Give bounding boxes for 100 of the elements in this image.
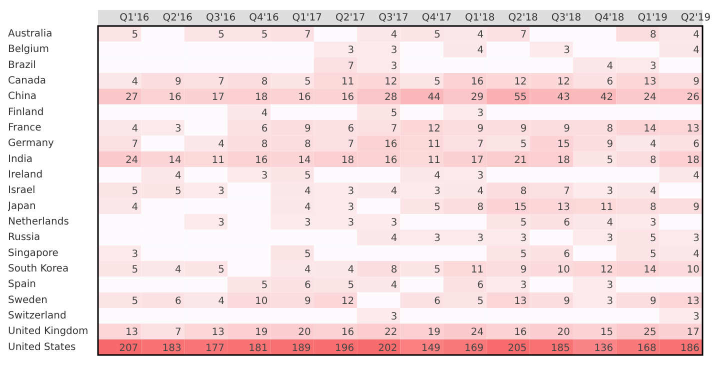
data-label: 8 xyxy=(520,186,527,198)
data-label: 4 xyxy=(477,186,484,198)
y-tick-label: Spain xyxy=(8,279,36,290)
data-label: 7 xyxy=(132,139,138,150)
data-label: 5 xyxy=(520,139,527,150)
data-label: 9 xyxy=(174,76,182,88)
data-label: 189 xyxy=(292,342,311,354)
x-tick-label: Q1'16 xyxy=(120,12,150,24)
data-label: 3 xyxy=(390,217,398,228)
data-label: 4 xyxy=(434,170,440,182)
data-label: 24 xyxy=(644,92,656,104)
data-label: 3 xyxy=(606,280,614,292)
data-label: 3 xyxy=(650,60,656,72)
data-label: 5 xyxy=(304,76,311,88)
data-label: 4 xyxy=(304,264,311,276)
data-label: 11 xyxy=(428,139,440,150)
data-label: 3 xyxy=(390,45,398,56)
data-label: 3 xyxy=(348,217,354,228)
data-label: 5 xyxy=(261,29,268,40)
data-label: 5 xyxy=(132,29,138,40)
data-label: 6 xyxy=(564,217,570,228)
data-label: 16 xyxy=(341,92,354,104)
data-label: 16 xyxy=(254,154,268,166)
data-label: 5 xyxy=(218,29,225,40)
data-label: 24 xyxy=(125,154,138,166)
y-tick-label: Germany xyxy=(8,138,54,150)
data-label: 18 xyxy=(686,154,700,166)
data-label: 4 xyxy=(304,186,311,198)
data-label: 7 xyxy=(520,29,527,40)
data-label: 3 xyxy=(261,170,268,182)
data-label: 205 xyxy=(508,342,527,354)
data-label: 9 xyxy=(304,296,311,307)
data-label: 16 xyxy=(470,76,484,88)
data-label: 14 xyxy=(168,154,182,166)
data-label: 22 xyxy=(384,327,398,338)
data-label: 5 xyxy=(477,296,484,307)
data-label: 3 xyxy=(477,108,484,119)
data-label: 181 xyxy=(248,342,268,354)
data-label: 12 xyxy=(384,76,398,88)
data-label: 9 xyxy=(564,296,570,307)
data-label: 44 xyxy=(428,92,440,104)
data-label: 8 xyxy=(606,123,614,134)
x-tick-label: Q2'18 xyxy=(508,12,538,24)
data-label: 14 xyxy=(298,154,311,166)
data-label: 26 xyxy=(686,92,700,104)
data-label: 169 xyxy=(464,342,484,354)
data-label: 7 xyxy=(348,139,354,150)
data-label: 207 xyxy=(119,342,138,354)
data-label: 14 xyxy=(644,123,656,134)
y-tick-label: Netherlands xyxy=(8,216,69,228)
data-label: 186 xyxy=(680,342,700,354)
data-label: 4 xyxy=(650,186,656,198)
data-label: 7 xyxy=(304,29,311,40)
data-label: 5 xyxy=(434,202,440,213)
data-label: 7 xyxy=(390,123,398,134)
data-label: 3 xyxy=(477,233,484,244)
y-tick-label: Russia xyxy=(8,232,40,244)
y-tick-label: South Korea xyxy=(8,263,69,274)
data-label: 17 xyxy=(686,327,700,338)
data-label: 5 xyxy=(348,280,354,292)
x-tick-label: Q1'18 xyxy=(465,12,495,24)
x-tick-label: Q2'19 xyxy=(680,12,711,24)
data-label: 5 xyxy=(132,264,138,276)
data-label: 24 xyxy=(470,327,484,338)
y-tick-label: United Kingdom xyxy=(8,326,88,338)
data-label: 16 xyxy=(168,92,182,104)
y-tick-label: United States xyxy=(8,342,76,353)
data-label: 14 xyxy=(644,264,656,276)
data-label: 6 xyxy=(174,296,182,307)
data-label: 3 xyxy=(132,248,138,260)
data-label: 8 xyxy=(650,154,656,166)
data-label: 19 xyxy=(254,327,268,338)
y-tick-label: Singapore xyxy=(8,248,58,259)
y-tick-label: China xyxy=(8,91,37,102)
data-label: 18 xyxy=(557,154,570,166)
data-label: 9 xyxy=(304,123,311,134)
data-label: 3 xyxy=(606,296,614,307)
data-label: 9 xyxy=(606,139,614,150)
data-label: 6 xyxy=(606,76,614,88)
data-label: 11 xyxy=(470,264,484,276)
y-tick-label: Switzerland xyxy=(8,310,66,322)
data-label: 19 xyxy=(428,327,440,338)
data-label: 6 xyxy=(477,280,484,292)
data-label: 12 xyxy=(341,296,354,307)
data-label: 6 xyxy=(261,123,268,134)
x-tick-label: Q4'16 xyxy=(249,12,279,24)
data-label: 9 xyxy=(693,202,700,213)
data-label: 3 xyxy=(606,233,614,244)
y-tick-label: Israel xyxy=(8,185,36,196)
data-label: 13 xyxy=(644,76,656,88)
data-label: 11 xyxy=(428,154,440,166)
x-tick-label: Q1'17 xyxy=(292,12,322,24)
data-label: 3 xyxy=(434,186,440,198)
data-label: 12 xyxy=(600,264,614,276)
data-label: 136 xyxy=(594,342,614,354)
data-label: 13 xyxy=(514,296,527,307)
data-label: 9 xyxy=(520,123,527,134)
data-label: 202 xyxy=(378,342,398,354)
data-label: 3 xyxy=(348,45,354,56)
data-label: 4 xyxy=(174,264,182,276)
